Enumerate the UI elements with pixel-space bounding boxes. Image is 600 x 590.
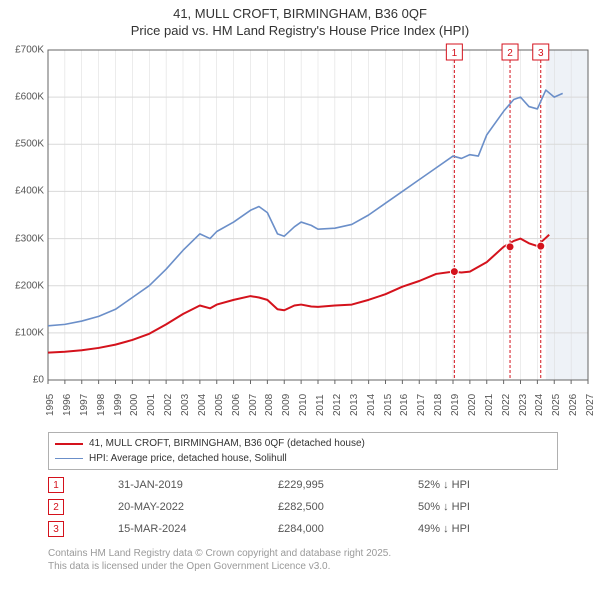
x-tick-label: 1997 [79,394,90,416]
marker-price: £282,500 [278,501,418,513]
marker-badge: 2 [48,499,64,515]
y-tick-label: £100K [0,327,44,338]
marker-hpi: 52% ↓ HPI [418,479,548,491]
marker-badge: 3 [48,521,64,537]
marker-date: 20-MAY-2022 [118,501,278,513]
marker-date: 15-MAR-2024 [118,523,278,535]
x-tick-label: 2004 [197,394,208,416]
x-tick-label: 2006 [231,394,242,416]
x-tick-label: 2023 [518,394,529,416]
x-tick-label: 2014 [366,394,377,416]
x-tick-label: 2007 [248,394,259,416]
legend-swatch-0 [55,443,83,445]
x-tick-label: 1996 [62,394,73,416]
x-tick-label: 2010 [298,394,309,416]
legend-label-1: HPI: Average price, detached house, Soli… [89,453,287,464]
svg-text:3: 3 [538,48,544,59]
x-tick-label: 2005 [214,394,225,416]
x-tick-label: 2008 [264,394,275,416]
x-tick-label: 1999 [113,394,124,416]
x-tick-label: 2021 [484,394,495,416]
x-tick-label: 2003 [180,394,191,416]
x-tick-label: 2015 [383,394,394,416]
markers-table: 1 31-JAN-2019£229,99552% ↓ HPI 2 20-MAY-202… [48,474,558,540]
x-tick-label: 2019 [450,394,461,416]
x-tick-label: 2016 [399,394,410,416]
legend-row-0: 41, MULL CROFT, BIRMINGHAM, B36 0QF (det… [55,436,551,451]
x-tick-label: 2027 [585,394,596,416]
y-tick-label: £400K [0,186,44,197]
x-tick-label: 2022 [501,394,512,416]
svg-text:1: 1 [452,48,458,59]
svg-text:2: 2 [507,48,513,59]
x-tick-label: 2009 [281,394,292,416]
x-tick-label: 2012 [332,394,343,416]
chart-area: 1 2 3 [0,42,600,430]
legend-row-1: HPI: Average price, detached house, Soli… [55,451,551,466]
y-tick-label: £700K [0,45,44,56]
marker-row: 1 31-JAN-2019£229,99552% ↓ HPI [48,474,558,496]
footer: Contains HM Land Registry data © Crown c… [48,548,558,573]
x-tick-label: 2002 [163,394,174,416]
x-tick-label: 2025 [551,394,562,416]
y-tick-label: £200K [0,280,44,291]
x-tick-label: 2018 [433,394,444,416]
marker-price: £229,995 [278,479,418,491]
footer-line-2: This data is licensed under the Open Gov… [48,561,558,574]
chart-title-block: 41, MULL CROFT, BIRMINGHAM, B36 0QF Pric… [0,0,600,40]
marker-date: 31-JAN-2019 [118,479,278,491]
y-tick-label: £600K [0,92,44,103]
marker-row: 2 20-MAY-2022£282,50050% ↓ HPI [48,496,558,518]
legend-label-0: 41, MULL CROFT, BIRMINGHAM, B36 0QF (det… [89,438,365,449]
title-line-2: Price paid vs. HM Land Registry's House … [0,23,600,40]
marker-badge: 1 [48,477,64,493]
legend-box: 41, MULL CROFT, BIRMINGHAM, B36 0QF (det… [48,432,558,470]
legend-swatch-1 [55,458,83,460]
marker-price: £284,000 [278,523,418,535]
marker-hpi: 49% ↓ HPI [418,523,548,535]
marker-hpi: 50% ↓ HPI [418,501,548,513]
y-tick-label: £500K [0,139,44,150]
x-tick-label: 2024 [534,394,545,416]
chart-svg: 1 2 3 [0,42,600,430]
x-tick-label: 2020 [467,394,478,416]
x-tick-label: 1995 [45,394,56,416]
y-tick-label: £300K [0,233,44,244]
x-tick-label: 2001 [146,394,157,416]
x-tick-label: 2000 [129,394,140,416]
marker-row: 3 15-MAR-2024£284,00049% ↓ HPI [48,518,558,540]
x-tick-label: 2017 [416,394,427,416]
x-tick-label: 1998 [96,394,107,416]
footer-line-1: Contains HM Land Registry data © Crown c… [48,548,558,561]
x-tick-label: 2013 [349,394,360,416]
y-tick-label: £0 [0,375,44,386]
x-tick-label: 2011 [315,394,326,416]
title-line-1: 41, MULL CROFT, BIRMINGHAM, B36 0QF [0,6,600,23]
x-tick-label: 2026 [568,394,579,416]
